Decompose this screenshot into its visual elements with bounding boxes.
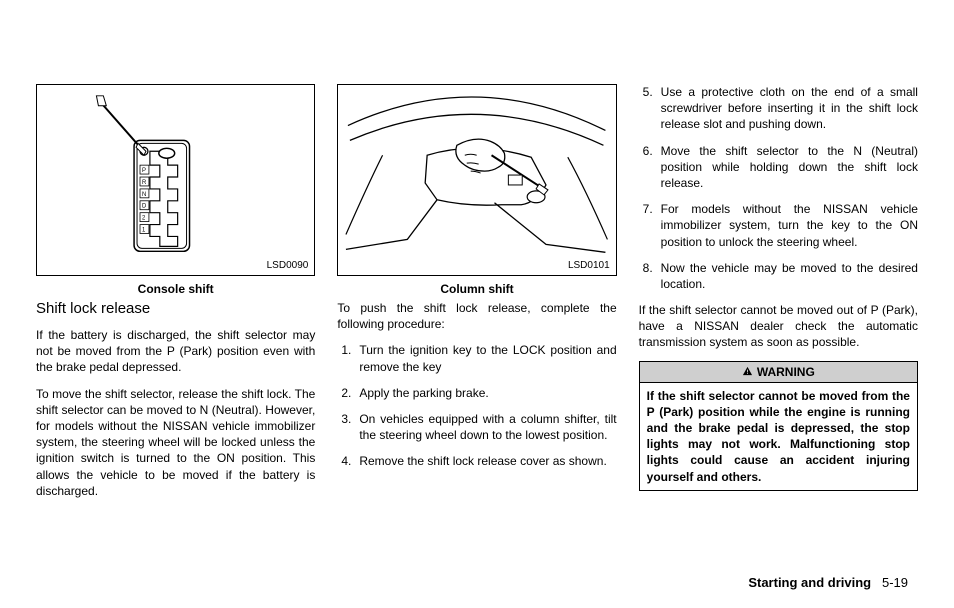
footer-page: 5-19: [882, 575, 908, 590]
list-item: Apply the parking brake.: [337, 385, 616, 401]
list-item: Use a protective cloth on the end of a s…: [639, 84, 918, 133]
procedure-list-cont: Use a protective cloth on the end of a s…: [639, 84, 918, 292]
list-item: Turn the ignition key to the LOCK positi…: [337, 342, 616, 374]
svg-text:R: R: [142, 180, 147, 186]
list-item: Move the shift selector to the N (Neutra…: [639, 143, 918, 192]
warning-header: WARNING: [639, 361, 918, 382]
svg-text:D: D: [142, 204, 146, 210]
svg-text:2: 2: [142, 216, 145, 222]
body-paragraph: To move the shift selector, release the …: [36, 386, 315, 499]
list-item: Now the vehicle may be moved to the desi…: [639, 260, 918, 292]
svg-text:P: P: [142, 168, 146, 174]
list-item: For models without the NISSAN vehicle im…: [639, 201, 918, 250]
figure-label: LSD0101: [568, 260, 610, 271]
shift-lock-release-heading: Shift lock release: [36, 300, 315, 317]
body-paragraph: If the battery is discharged, the shift …: [36, 327, 315, 376]
figure-label: LSD0090: [267, 260, 309, 271]
list-item: On vehicles equipped with a column shift…: [337, 411, 616, 443]
column-shift-illustration: [338, 85, 615, 275]
warning-icon: [742, 366, 753, 377]
warning-title: WARNING: [757, 365, 815, 379]
after-list-paragraph: If the shift selector cannot be moved ou…: [639, 302, 918, 351]
list-item: Remove the shift lock release cover as s…: [337, 453, 616, 469]
intro-paragraph: To push the shift lock release, complete…: [337, 300, 616, 332]
column-shift-caption: Column shift: [337, 282, 616, 296]
page-footer: Starting and driving 5-19: [748, 575, 908, 590]
procedure-list: Turn the ignition key to the LOCK positi…: [337, 342, 616, 469]
svg-text:N: N: [142, 192, 146, 198]
console-shift-figure: P R N D 2 1 LSD0090: [36, 84, 315, 276]
footer-section: Starting and driving: [748, 575, 871, 590]
column-shift-figure: LSD0101: [337, 84, 616, 276]
warning-body: If the shift selector cannot be moved fr…: [639, 382, 918, 491]
console-shift-illustration: P R N D 2 1: [37, 85, 314, 275]
console-shift-caption: Console shift: [36, 282, 315, 296]
svg-text:1: 1: [142, 228, 146, 234]
